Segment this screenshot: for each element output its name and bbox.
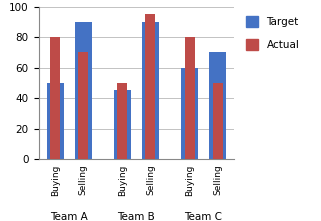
Bar bbox=[47, 83, 64, 159]
Bar bbox=[181, 68, 198, 159]
Bar bbox=[114, 90, 131, 159]
Bar bbox=[209, 52, 226, 159]
Bar bbox=[117, 83, 127, 159]
Legend: Target, Actual: Target, Actual bbox=[241, 12, 304, 54]
Text: Selling: Selling bbox=[79, 165, 88, 195]
Bar bbox=[142, 22, 159, 159]
Bar bbox=[75, 22, 92, 159]
Bar bbox=[185, 37, 195, 159]
Bar bbox=[145, 14, 155, 159]
Text: Buying: Buying bbox=[185, 165, 194, 196]
Text: Buying: Buying bbox=[118, 165, 127, 196]
Text: Selling: Selling bbox=[146, 165, 155, 195]
Bar bbox=[213, 83, 222, 159]
Text: Team A: Team A bbox=[50, 212, 88, 221]
Text: Selling: Selling bbox=[213, 165, 222, 195]
Text: Team B: Team B bbox=[117, 212, 155, 221]
Text: Team C: Team C bbox=[185, 212, 222, 221]
Bar bbox=[78, 52, 88, 159]
Text: Buying: Buying bbox=[51, 165, 60, 196]
Bar bbox=[50, 37, 60, 159]
